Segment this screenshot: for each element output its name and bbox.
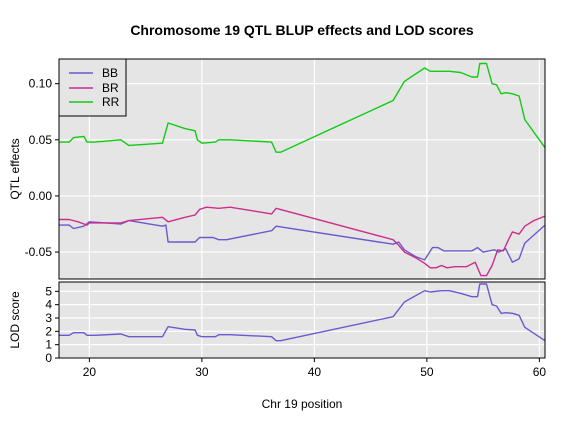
effects-series (59, 62, 546, 277)
lod-y-axis-label: LOD score (8, 291, 22, 349)
effects-y-axis: 0.10 0.05 0.00 -0.05 (25, 77, 59, 259)
lod-panel-background (59, 282, 545, 358)
lod-series (59, 283, 546, 342)
x-tick-label-30: 30 (195, 365, 209, 379)
effects-panel-border (58, 58, 546, 280)
effects-series-rr (59, 62, 546, 153)
x-tick-label-40: 40 (308, 365, 322, 379)
legend: BB BR RR (58, 58, 127, 117)
legend-label-bb: BB (102, 66, 118, 80)
lod-y-tick-label-4: 4 (45, 298, 52, 312)
effects-y-axis-label: QTL effects (8, 138, 22, 199)
effects-y-tick-label-2: 0.00 (29, 189, 53, 203)
effects-y-tick-label-0: 0.10 (29, 77, 53, 91)
lod-series-lod (59, 283, 546, 342)
effects-y-tick-label-1: 0.05 (29, 133, 53, 147)
lod-panel-border (58, 281, 546, 359)
lod-y-tick-label-0: 0 (45, 351, 52, 365)
effects-panel-background (59, 59, 545, 279)
x-tick-label-20: 20 (83, 365, 97, 379)
lod-y-tick-label-5: 5 (45, 284, 52, 298)
lod-y-tick-label-1: 1 (45, 338, 52, 352)
lod-y-tick-label-2: 2 (45, 324, 52, 338)
lod-y-tick-label-3: 3 (45, 311, 52, 325)
legend-label-br: BR (102, 81, 119, 95)
effects-panel: 0.10 0.05 0.00 -0.05 QTL effects BB BR RR (8, 58, 546, 280)
effects-series-br (59, 206, 546, 277)
legend-label-rr: RR (102, 95, 120, 109)
x-tick-label-50: 50 (420, 365, 434, 379)
x-tick-label-60: 60 (533, 365, 547, 379)
x-axis: 20 30 40 50 60 (83, 358, 547, 379)
effects-y-tick-label-3: -0.05 (25, 245, 53, 259)
x-axis-label: Chr 19 position (262, 397, 343, 411)
chart-title: Chromosome 19 QTL BLUP effects and LOD s… (130, 22, 474, 38)
effects-grid (59, 59, 545, 279)
